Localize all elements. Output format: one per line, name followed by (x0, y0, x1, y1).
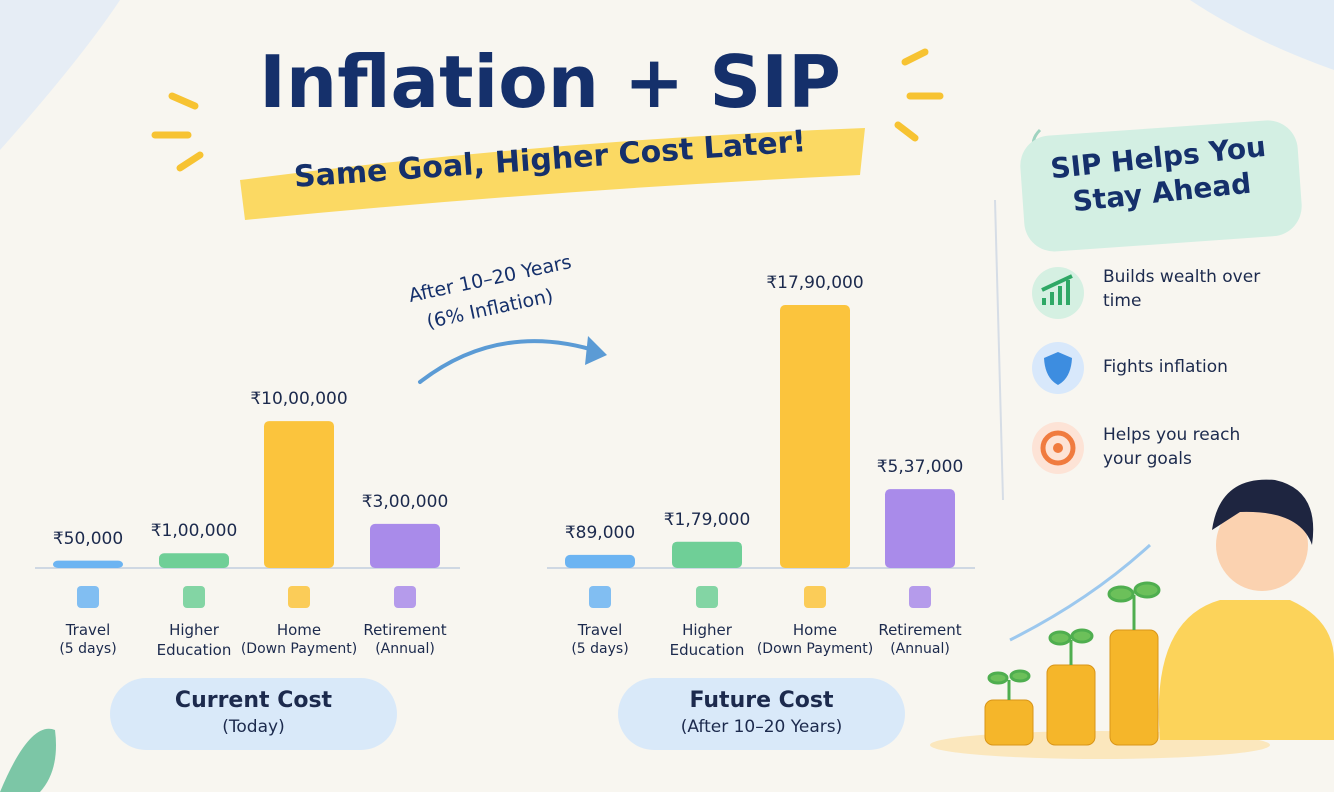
chart-subtitle: (Today) (222, 717, 285, 737)
category: Home (Down Payment) (239, 620, 359, 659)
value-label: ₹89,000 (564, 522, 636, 543)
category-note: (5 days) (571, 641, 629, 658)
category-label: Home (276, 621, 322, 639)
category-note: (Down Payment) (240, 641, 358, 658)
coin-stacks (984, 629, 1159, 746)
category-label: Travel (577, 621, 623, 639)
trend-arrow (1009, 543, 1152, 642)
category-icon (589, 586, 611, 608)
category: Retirement (Annual) (345, 620, 465, 659)
value-label: ₹10,00,000 (250, 389, 348, 410)
bg-shape (1190, 0, 1334, 70)
category-label: Retirement (878, 621, 962, 639)
category-note: (Annual) (375, 641, 435, 658)
bar (885, 489, 955, 568)
icon-shield-glyph (1044, 352, 1072, 385)
bg-shape (0, 0, 120, 150)
category-label: Retirement (363, 621, 447, 639)
chart-title: Future Cost (689, 688, 834, 713)
chart-label: Current Cost (Today) (110, 678, 397, 750)
divider (994, 199, 1004, 501)
value-label: ₹5,37,000 (876, 457, 964, 478)
leaf (0, 728, 56, 792)
bar (264, 421, 334, 568)
category-label: Home (792, 621, 838, 639)
value-label: ₹3,00,000 (361, 491, 449, 512)
bar (672, 541, 742, 568)
icon-growth-glyph (1041, 274, 1073, 305)
category: Home (Down Payment) (755, 620, 875, 659)
sparkles (151, 48, 944, 172)
category-label: Higher Education (156, 621, 232, 660)
person-head (1216, 499, 1308, 591)
category-label: Higher Education (669, 621, 745, 660)
value-label: ₹17,90,000 (766, 273, 864, 293)
icon-target-glyph (1053, 443, 1063, 453)
title: Inflation + SIP (259, 40, 841, 124)
arrow (418, 339, 602, 384)
benefit: Builds wealth over time (1103, 267, 1261, 311)
highlight-stroke (240, 128, 865, 220)
category-note: (5 days) (59, 641, 117, 658)
category-icon (77, 586, 99, 608)
chart-subtitle: (After 10–20 Years) (680, 717, 843, 737)
sprouts (987, 581, 1161, 700)
bar (565, 554, 635, 568)
category-icon (394, 586, 416, 608)
person-body (1158, 600, 1334, 740)
category: Higher Education (134, 620, 254, 661)
value-label: ₹1,00,000 (150, 521, 238, 542)
sidebar-card (1020, 120, 1302, 252)
category-icon (804, 586, 826, 608)
chart-label: Future Cost (After 10–20 Years) (618, 678, 905, 750)
category: Retirement (Annual) (860, 620, 980, 659)
icon-target-glyph (1040, 430, 1076, 466)
category-label: Travel (65, 621, 111, 639)
category-note: (Annual) (890, 641, 950, 658)
benefit: Helps you reach your goals (1103, 425, 1241, 469)
chart-title: Current Cost (174, 688, 333, 713)
bar (159, 553, 229, 568)
category-note: (Down Payment) (756, 641, 874, 658)
value-label: ₹50,000 (52, 528, 124, 549)
person-hair (1212, 479, 1314, 545)
category-icon (183, 586, 205, 608)
category: Travel (5 days) (540, 620, 660, 659)
bar (780, 305, 850, 568)
category: Higher Education (647, 620, 767, 661)
category-icon (696, 586, 718, 608)
bar (370, 523, 440, 568)
category: Travel (5 days) (28, 620, 148, 659)
category-icon (909, 586, 931, 608)
category-icon (288, 586, 310, 608)
value-label: ₹1,79,000 (663, 509, 751, 530)
arrow-head (585, 336, 607, 365)
benefit: Fights inflation (1103, 357, 1228, 377)
bar (53, 560, 123, 568)
